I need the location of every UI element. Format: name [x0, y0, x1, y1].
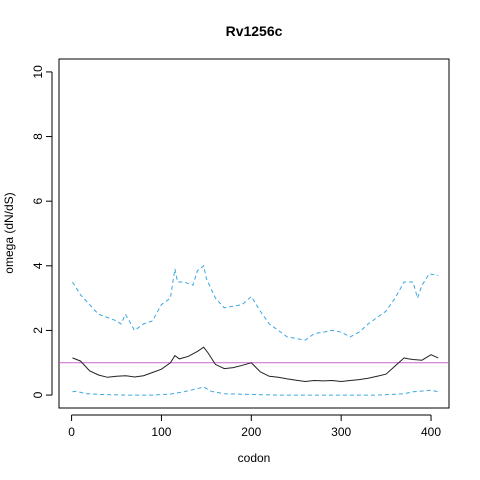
plot-frame: [58, 58, 450, 409]
x-tick-label: 400: [421, 425, 441, 439]
omega-mean-line: [72, 346, 439, 383]
x-tick-label: 0: [68, 425, 75, 439]
y-tick-label: 8: [31, 133, 45, 140]
y-tick-label: 6: [31, 198, 45, 205]
plot-area: [59, 264, 449, 396]
x-tick-label: 200: [241, 425, 261, 439]
x-tick-label: 100: [151, 425, 171, 439]
x-tick-label: 300: [331, 425, 351, 439]
omega-upper-bound-line: [72, 264, 439, 341]
y-axis: 0 2 4 6 8 10: [31, 65, 53, 398]
y-tick-label: 0: [31, 391, 45, 398]
y-tick-label: 4: [31, 262, 45, 269]
x-axis-label: codon: [238, 451, 271, 465]
y-tick-label: 2: [31, 327, 45, 334]
x-axis: 0 100 200 300 400: [68, 414, 441, 439]
y-tick-label: 10: [31, 65, 45, 79]
y-axis-label: omega (dN/dS): [2, 192, 16, 273]
chart-title: Rv1256c: [226, 23, 283, 39]
omega-lower-bound-line: [72, 386, 439, 396]
